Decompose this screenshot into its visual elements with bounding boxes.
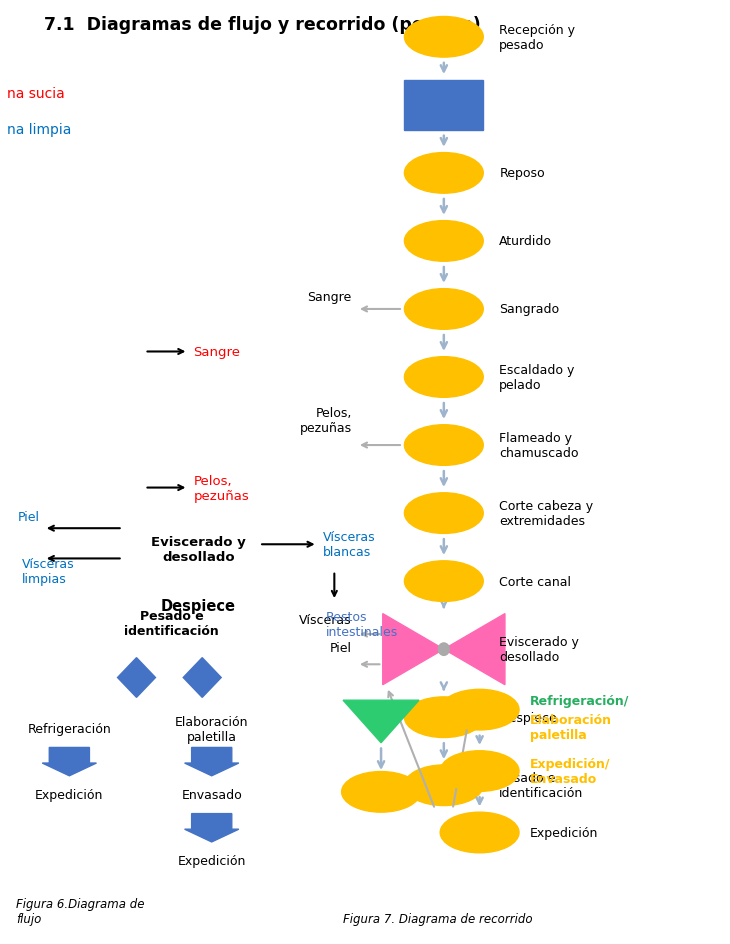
Text: Reposo: Reposo	[499, 167, 545, 180]
Polygon shape	[343, 700, 419, 743]
Polygon shape	[383, 614, 444, 685]
Polygon shape	[183, 658, 221, 698]
Text: Elaboración
paletilla: Elaboración paletilla	[530, 713, 612, 741]
Text: Vísceras: Vísceras	[299, 614, 352, 627]
Ellipse shape	[404, 222, 483, 262]
Text: Aturdido: Aturdido	[499, 235, 553, 248]
Text: Escaldado y
pelado: Escaldado y pelado	[499, 363, 575, 392]
Text: Envasado: Envasado	[181, 788, 242, 801]
Text: Pelos,
pezuñas: Pelos, pezuñas	[300, 406, 352, 434]
Text: Despiece: Despiece	[161, 598, 236, 614]
Text: Figura 7. Diagrama de recorrido: Figura 7. Diagrama de recorrido	[343, 912, 533, 925]
Text: Expedición: Expedición	[35, 788, 104, 801]
Ellipse shape	[440, 689, 519, 731]
Text: Recepción y
pesado: Recepción y pesado	[499, 24, 575, 52]
Ellipse shape	[404, 425, 483, 465]
Polygon shape	[118, 658, 155, 698]
Ellipse shape	[342, 772, 420, 812]
Text: Vísceras
blancas: Vísceras blancas	[323, 531, 375, 559]
Text: Sangre: Sangre	[193, 346, 240, 359]
Text: Corte canal: Corte canal	[499, 575, 572, 588]
Polygon shape	[444, 614, 505, 685]
Text: Sangre: Sangre	[307, 291, 352, 304]
Ellipse shape	[404, 358, 483, 398]
Polygon shape	[42, 748, 96, 776]
Text: Eviscerado y
desollado: Eviscerado y desollado	[499, 635, 579, 664]
Text: Vísceras
limpias: Vísceras limpias	[22, 557, 74, 585]
Text: Despiece: Despiece	[499, 711, 557, 724]
Ellipse shape	[438, 643, 450, 656]
Text: Pesado e
identificación: Pesado e identificación	[124, 609, 219, 637]
Ellipse shape	[404, 18, 483, 59]
Ellipse shape	[404, 765, 483, 805]
Ellipse shape	[404, 290, 483, 330]
Text: Flameado y
chamuscado: Flameado y chamuscado	[499, 431, 579, 460]
Text: Sangrado: Sangrado	[499, 303, 559, 316]
Text: Eviscerado y
desollado: Eviscerado y desollado	[151, 535, 246, 564]
Text: Piel: Piel	[330, 641, 352, 654]
Ellipse shape	[404, 697, 483, 738]
Ellipse shape	[440, 751, 519, 791]
Text: Pelos,
pezuñas: Pelos, pezuñas	[193, 474, 249, 502]
Bar	[404, 80, 483, 130]
Ellipse shape	[404, 494, 483, 534]
Text: Corte cabeza y
extremidades: Corte cabeza y extremidades	[499, 499, 593, 528]
Text: na limpia: na limpia	[7, 124, 72, 137]
Text: Refrigeración: Refrigeración	[28, 722, 111, 735]
Text: Piel: Piel	[18, 510, 40, 523]
Ellipse shape	[404, 154, 483, 194]
Text: 7.1  Diagramas de flujo y recorrido (porcino): 7.1 Diagramas de flujo y recorrido (porc…	[45, 15, 481, 34]
Polygon shape	[185, 748, 239, 776]
Text: Expedición: Expedición	[530, 826, 599, 839]
Ellipse shape	[404, 561, 483, 602]
Text: Expedición/
Envasado: Expedición/ Envasado	[530, 757, 610, 785]
Text: na sucia: na sucia	[7, 88, 65, 101]
Ellipse shape	[440, 812, 519, 853]
Text: Restos
intestinales: Restos intestinales	[326, 611, 398, 639]
Text: Pesado e
identificación: Pesado e identificación	[499, 771, 583, 800]
Text: Elaboración
paletilla: Elaboración paletilla	[175, 715, 248, 743]
Text: Figura 6.Diagrama de
flujo: Figura 6.Diagrama de flujo	[16, 897, 145, 925]
Text: Expedición: Expedición	[177, 854, 246, 868]
Polygon shape	[185, 814, 239, 842]
Text: Refrigeración/: Refrigeración/	[530, 694, 629, 707]
